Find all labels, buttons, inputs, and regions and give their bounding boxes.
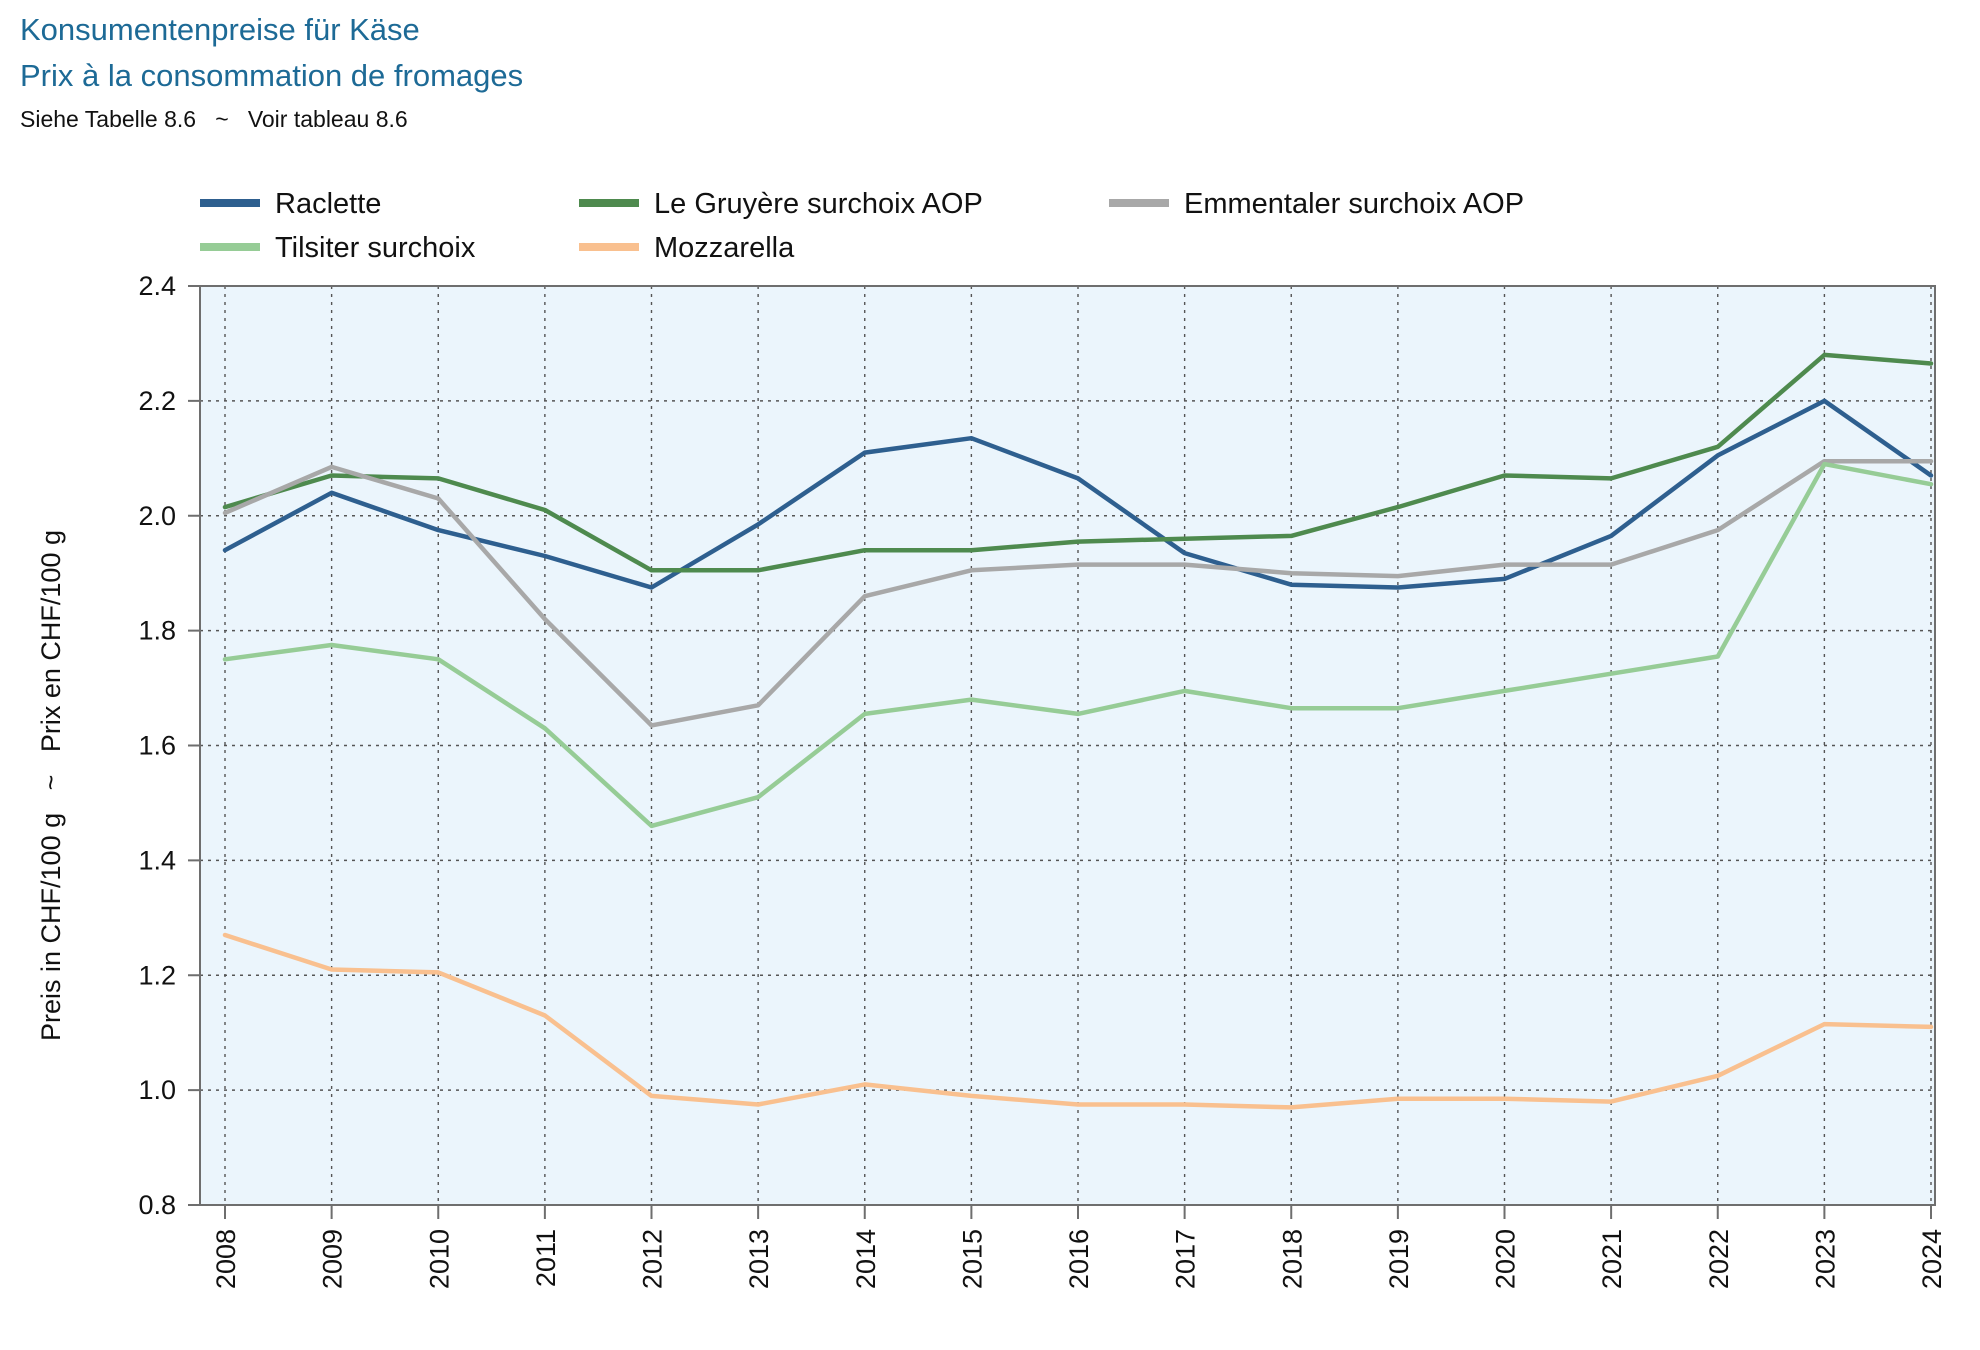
- y-tick-label: 2.4: [138, 271, 176, 301]
- y-tick-label: 2.2: [138, 386, 176, 416]
- legend: Raclette Le Gruyère surchoix AOP Emmentale…: [200, 188, 1524, 264]
- x-tick-label: 2020: [1491, 1229, 1521, 1289]
- y-axis: 0.8 1.0 1.2 1.4 1.6 1.8 2.0 2.2 2.4: [138, 271, 200, 1220]
- chart-title-german: Konsumentenpreise für Käse: [20, 12, 420, 47]
- x-tick-label: 2022: [1704, 1229, 1734, 1289]
- x-tick-label: 2023: [1810, 1229, 1840, 1289]
- y-tick-label: 1.4: [138, 845, 176, 875]
- legend-label-mozzarella: Mozzarella: [654, 232, 795, 264]
- y-axis-label: Preis in CHF/100 g ~ Prix en CHF/100 g: [36, 530, 66, 1041]
- x-tick-label: 2019: [1384, 1229, 1414, 1289]
- legend-label-emmentaler-surchoix-aop: Emmentaler surchoix AOP: [1184, 188, 1524, 220]
- x-tick-label: 2021: [1597, 1229, 1627, 1289]
- series-line-tilsiter-surchoix: [222, 461, 1934, 829]
- y-tick-label: 1.0: [138, 1075, 176, 1105]
- legend-label-raclette: Raclette: [275, 188, 381, 220]
- series-line-le-gruy-re-surchoix-aop: [222, 352, 1934, 573]
- series-line-raclette: [222, 398, 1934, 590]
- x-tick-label: 2012: [638, 1229, 668, 1289]
- legend-label-le-gruy-re-surchoix-aop: Le Gruyère surchoix AOP: [654, 188, 983, 220]
- x-axis: 2008 2009 2010 2011 2012 2013 2014 2015 2016 2017…: [211, 1205, 1947, 1289]
- x-tick-label: 2017: [1171, 1229, 1201, 1289]
- y-tick-label: 0.8: [138, 1190, 176, 1220]
- x-tick-label: 2011: [531, 1229, 561, 1287]
- y-tick-label: 1.2: [138, 960, 176, 990]
- x-tick-label: 2018: [1277, 1229, 1307, 1289]
- y-tick-label: 2.0: [138, 501, 176, 531]
- series-lines: [222, 352, 1934, 1110]
- x-tick-label: 2015: [957, 1229, 987, 1289]
- x-tick-label: 2009: [318, 1229, 348, 1289]
- x-tick-label: 2010: [424, 1229, 454, 1289]
- x-tick-label: 2008: [211, 1229, 241, 1289]
- series-line-mozzarella: [222, 932, 1934, 1110]
- x-tick-label: 2013: [744, 1229, 774, 1289]
- y-tick-label: 1.6: [138, 731, 176, 761]
- y-tick-label: 1.8: [138, 616, 176, 646]
- x-tick-label: 2014: [851, 1229, 881, 1289]
- x-tick-label: 2024: [1917, 1229, 1947, 1289]
- x-tick-label: 2016: [1064, 1229, 1094, 1289]
- chart-title-french: Prix à la consommation de fromages: [20, 58, 524, 93]
- legend-label-tilsiter-surchoix: Tilsiter surchoix: [275, 232, 476, 264]
- series-line-emmentaler-surchoix-aop: [222, 458, 1934, 728]
- chart-subtitle: Siehe Tabelle 8.6 ~ Voir tableau 8.6: [20, 106, 408, 132]
